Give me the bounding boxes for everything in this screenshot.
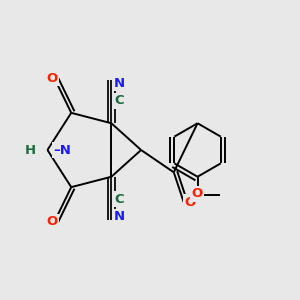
Text: –N: –N	[53, 143, 71, 157]
Text: O: O	[46, 72, 58, 85]
Text: O: O	[46, 215, 58, 228]
Text: N: N	[114, 77, 125, 90]
Text: O: O	[184, 196, 196, 208]
Text: O: O	[191, 188, 203, 200]
Text: N: N	[114, 210, 125, 223]
Text: C: C	[115, 94, 124, 107]
Text: H: H	[24, 143, 36, 157]
Text: C: C	[115, 193, 124, 206]
